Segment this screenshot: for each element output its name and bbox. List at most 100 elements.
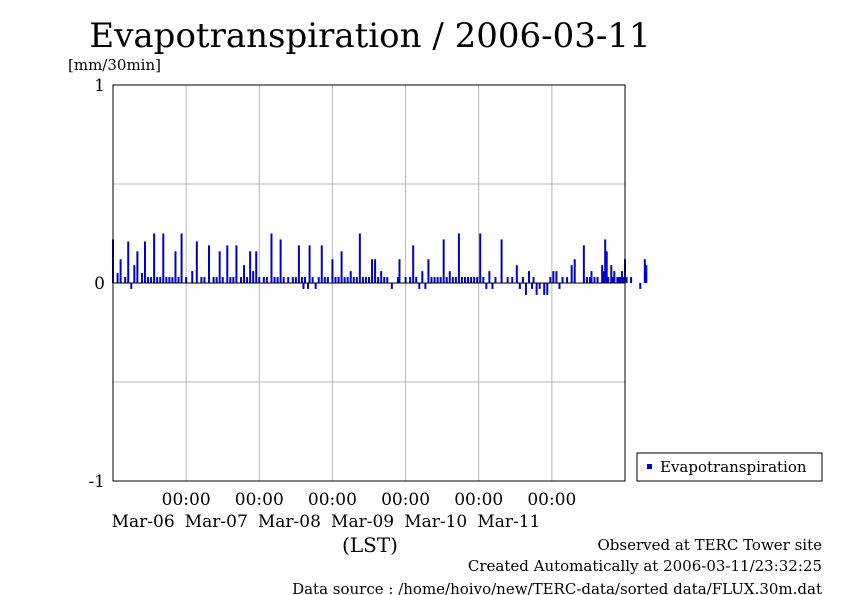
data-bar [311,277,314,283]
data-bar [424,283,427,289]
data-bar [229,277,232,283]
data-bar [625,277,628,283]
data-bar [639,283,642,289]
data-bar [549,277,552,283]
data-bar [243,265,246,283]
chart-title: Evapotranspiration / 2006-03-11 [89,16,650,56]
data-bar [531,283,534,289]
data-bar [252,271,255,283]
data-bar [212,277,215,283]
data-bar [337,277,340,283]
data-bar [355,277,358,283]
data-bar [470,277,473,283]
data-bar [604,239,607,283]
data-bar [524,283,527,295]
data-bar [265,277,268,283]
data-bar [144,241,146,283]
data-bar [153,233,156,283]
data-bar [476,277,479,283]
data-bar [404,277,407,283]
data-bar [119,259,122,283]
data-bar [258,277,261,283]
data-bar [570,265,573,283]
data-bar [156,277,159,283]
data-bar [442,239,445,283]
data-bar [116,273,119,283]
data-bar [147,277,150,283]
data-bar [218,251,221,283]
data-bar [174,251,177,283]
data-bar [617,277,620,283]
data-bar [467,277,470,283]
data-bar [610,265,613,283]
data-bar [566,277,569,283]
data-bar [588,277,591,283]
data-bar [297,245,300,283]
data-bar [203,277,206,283]
data-bar [150,277,153,283]
data-bar [622,277,625,283]
data-bar [616,277,619,283]
data-bar [601,265,604,283]
data-bar [386,277,389,283]
data-bar [555,271,558,283]
data-bar [270,233,273,283]
y-tick-label: 1 [94,76,105,96]
data-bar [368,277,370,283]
data-bar [383,277,386,283]
data-bar [262,277,265,283]
data-bar [165,277,168,283]
data-bar [334,277,337,283]
data-bar [240,277,242,283]
footer-created: Created Automatically at 2006-03-11/23:3… [468,557,822,575]
data-bar [323,277,326,283]
x-tick-date: Mar-11 [477,512,540,532]
data-bar [377,277,380,283]
data-bar [255,251,258,283]
data-bar [454,277,457,283]
data-bar [552,271,555,283]
footer-observed: Observed at TERC Tower site [597,536,822,554]
data-bar [349,271,352,283]
data-bar [457,233,460,283]
data-bar [343,277,346,283]
data-bar [445,277,448,283]
data-bar [620,271,623,283]
data-bar [532,277,535,283]
data-bar [380,271,383,283]
data-bar [282,277,285,283]
x-axis-label: (LST) [342,533,398,557]
data-bar [535,283,538,295]
plot-frame [112,84,626,482]
data-bar [645,265,648,283]
data-bar [613,271,616,283]
data-bar [451,277,454,283]
y-tick-labels: 1 0 -1 [88,76,105,492]
data-bar [412,245,415,283]
data-bar [473,277,476,283]
x-tick-date: Mar-07 [185,512,248,532]
y-axis-label: [mm/30min] [68,56,161,74]
data-bar [326,277,329,283]
data-bar [352,277,355,283]
data-bar [340,251,343,283]
data-bar [464,277,466,283]
data-bar [511,277,514,283]
x-tick-date: Mar-09 [331,512,394,532]
data-bar [485,283,488,289]
data-bar [421,271,424,283]
data-bar [494,277,497,283]
data-bar [479,233,482,283]
data-bar [371,259,374,283]
data-bar [415,277,418,283]
data-bar [436,277,439,283]
data-bar [364,277,367,283]
data-bar [195,241,198,283]
data-bar [558,283,561,289]
data-bar [159,277,162,283]
data-bar [307,283,310,289]
data-bar [460,277,463,283]
data-bar [561,277,564,283]
data-bar [177,277,180,283]
